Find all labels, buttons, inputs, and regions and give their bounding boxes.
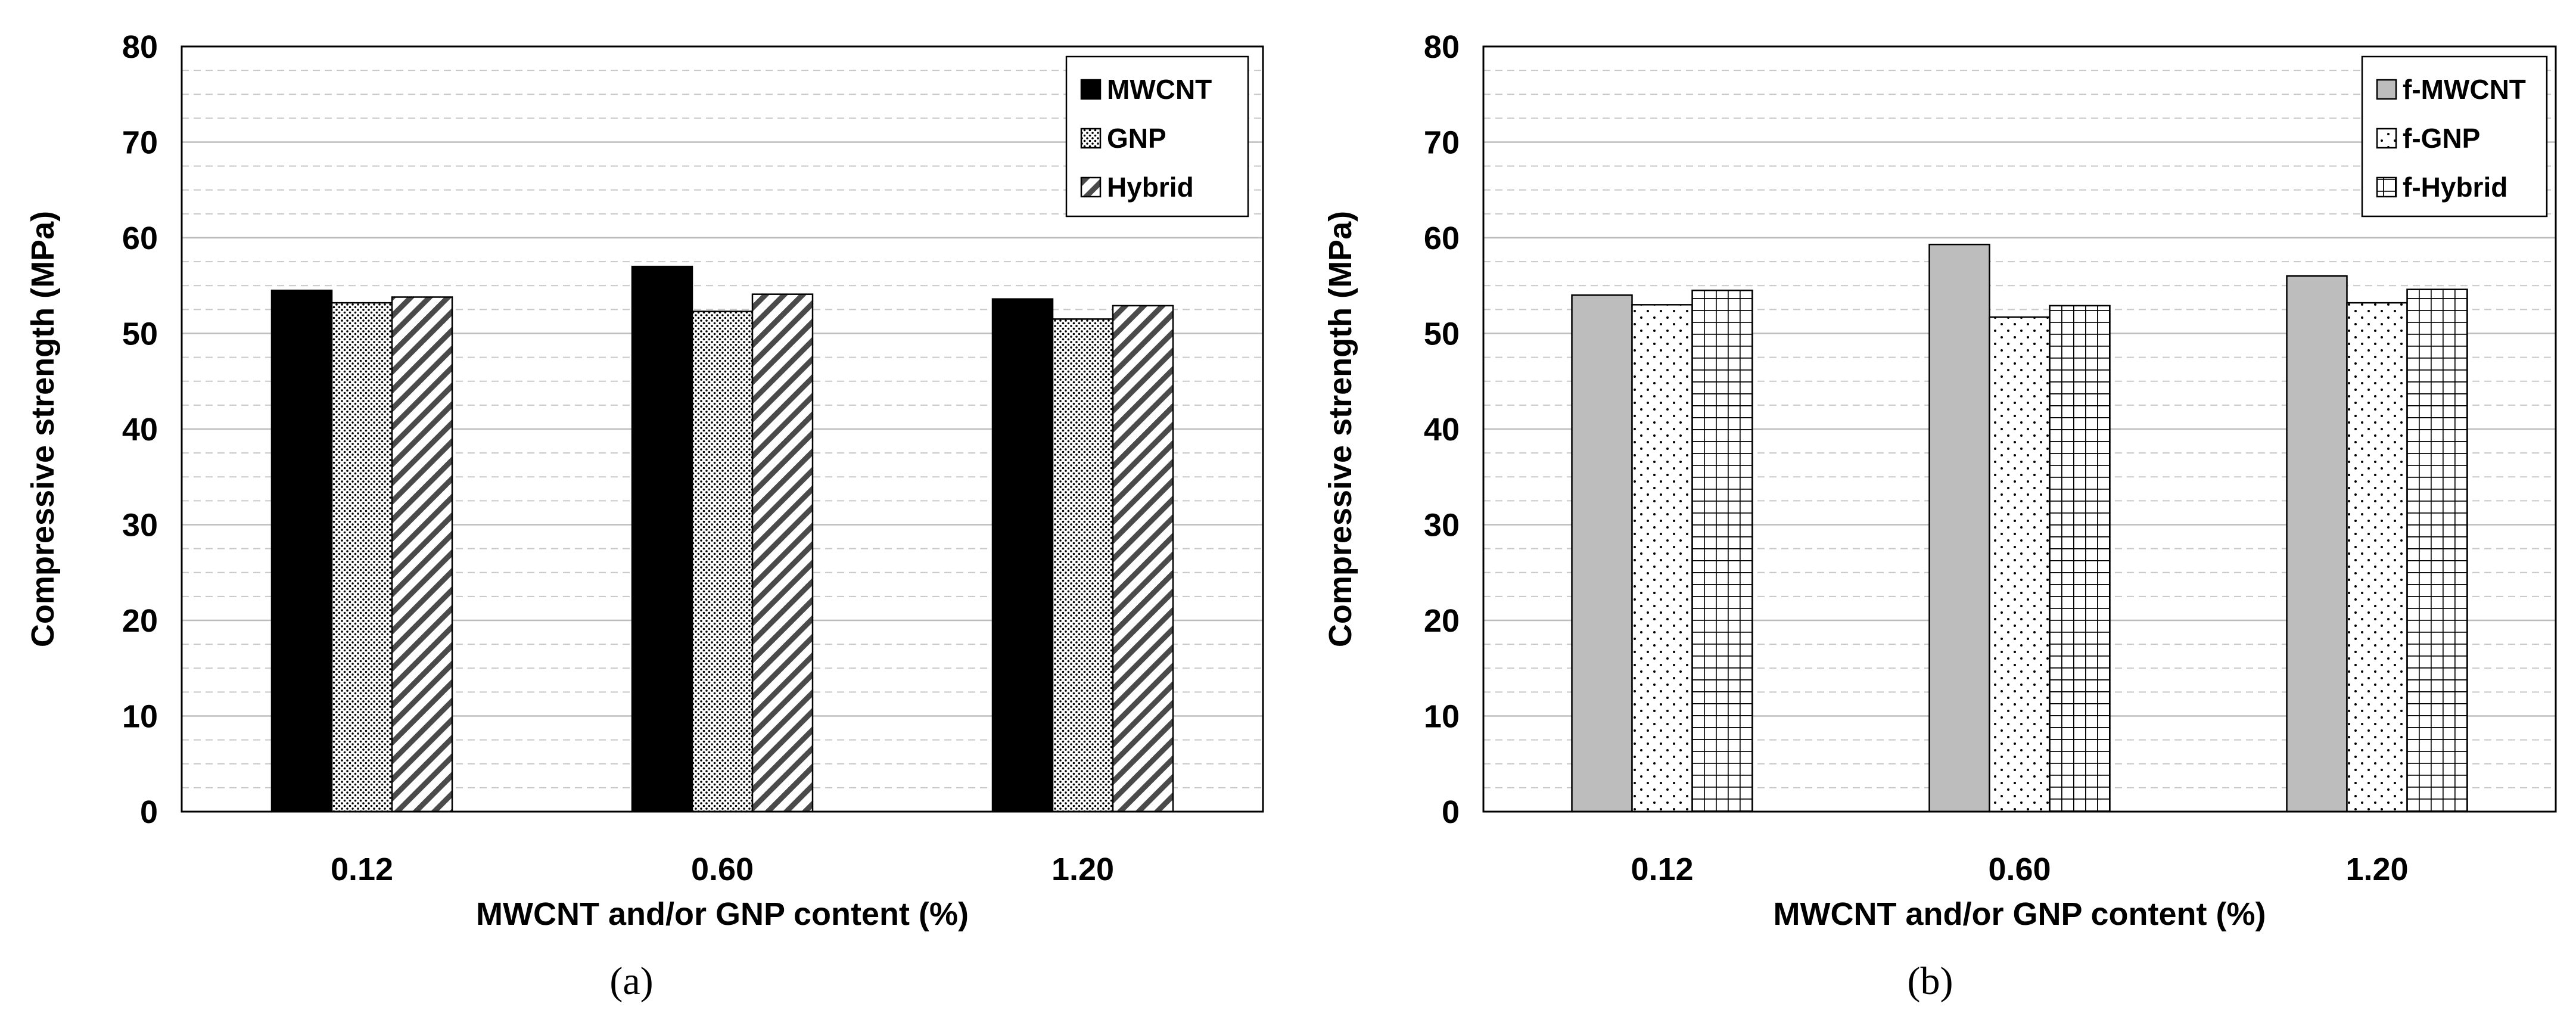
bar-mwcnt-1.20 bbox=[991, 298, 1054, 813]
y-tick-label: 30 bbox=[122, 508, 158, 543]
legend-swatch-f-gnp bbox=[2376, 128, 2397, 149]
y-tick-label: 30 bbox=[1424, 508, 1460, 543]
plot-frame bbox=[181, 45, 1264, 813]
legend: MWCNT GNP Hybrid bbox=[1065, 55, 1249, 218]
bar-f-hybrid-1.20 bbox=[2406, 288, 2468, 813]
y-tick-label: 20 bbox=[122, 603, 158, 639]
bar-gnp-0.60 bbox=[691, 310, 754, 813]
y-tick-label: 0 bbox=[1442, 794, 1460, 830]
panel-caption: (b) bbox=[1908, 959, 1953, 1003]
y-tick-label: 70 bbox=[1424, 125, 1460, 161]
plot-frame bbox=[1482, 45, 2557, 813]
bar-gnp-0.12 bbox=[331, 302, 393, 813]
y-tick-label: 0 bbox=[140, 794, 158, 830]
bar-f-mwcnt-0.60 bbox=[1928, 243, 1990, 813]
y-tick-label: 80 bbox=[122, 29, 158, 65]
y-tick-label: 10 bbox=[1424, 699, 1460, 735]
legend-swatch-mwcnt bbox=[1080, 79, 1102, 100]
bar-f-gnp-1.20 bbox=[2346, 302, 2408, 813]
legend-label: Hybrid bbox=[1107, 172, 1194, 203]
y-tick-label: 60 bbox=[122, 220, 158, 256]
bar-f-hybrid-0.60 bbox=[2049, 305, 2111, 813]
y-tick-label: 80 bbox=[1424, 29, 1460, 65]
x-tick-label: 1.20 bbox=[1051, 852, 1114, 887]
x-tick-label: 0.60 bbox=[1988, 852, 2051, 887]
y-tick-label: 10 bbox=[122, 699, 158, 735]
legend-label: GNP bbox=[1107, 123, 1166, 154]
x-tick-label: 1.20 bbox=[2345, 852, 2408, 887]
bar-hybrid-1.20 bbox=[1112, 305, 1174, 813]
bar-gnp-1.20 bbox=[1051, 318, 1114, 813]
y-axis-title: Compressive strength (MPa) bbox=[25, 211, 61, 647]
legend: f-MWCNT f-GNP f-Hybrid bbox=[2361, 55, 2548, 218]
y-tick-label: 40 bbox=[1424, 412, 1460, 448]
bar-f-gnp-0.12 bbox=[1631, 304, 1693, 813]
legend-swatch-hybrid bbox=[1080, 176, 1102, 198]
x-tick-label: 0.12 bbox=[331, 852, 393, 887]
legend-swatch-f-hybrid bbox=[2376, 176, 2397, 198]
y-tick-label: 20 bbox=[1424, 603, 1460, 639]
legend-label: MWCNT bbox=[1107, 74, 1212, 105]
y-tick-label: 60 bbox=[1424, 220, 1460, 256]
bar-mwcnt-0.60 bbox=[631, 265, 693, 813]
x-axis-title: MWCNT and/or GNP content (%) bbox=[1774, 896, 2266, 932]
y-tick-label: 40 bbox=[122, 412, 158, 448]
chart-panel-a: 0 10 20 30 40 50 60 70 80 0.12 0.60 1.20 MWCNT and/o… bbox=[25, 29, 1264, 1003]
legend-swatch-f-mwcnt bbox=[2376, 79, 2397, 100]
legend-label: f-GNP bbox=[2403, 123, 2480, 154]
x-tick-label: 0.12 bbox=[1631, 852, 1693, 887]
panel-caption: (a) bbox=[609, 959, 653, 1003]
bar-mwcnt-0.12 bbox=[270, 290, 333, 813]
legend-swatch-gnp bbox=[1080, 128, 1102, 149]
bar-hybrid-0.60 bbox=[751, 293, 814, 813]
y-axis-title: Compressive strength (MPa) bbox=[1323, 211, 1358, 647]
y-tick-label: 70 bbox=[122, 125, 158, 161]
y-tick-label: 50 bbox=[122, 316, 158, 352]
legend-label: f-MWCNT bbox=[2403, 74, 2526, 105]
x-tick-label: 0.60 bbox=[691, 852, 754, 887]
bar-f-mwcnt-1.20 bbox=[2286, 275, 2348, 813]
bar-f-mwcnt-0.12 bbox=[1571, 294, 1633, 813]
bar-f-hybrid-0.12 bbox=[1691, 290, 1753, 813]
y-tick-label: 50 bbox=[1424, 316, 1460, 352]
chart-panel-b: 0 10 20 30 40 50 60 70 80 0.12 0.60 1.20 MWCNT and/o… bbox=[1323, 29, 2557, 1003]
bar-hybrid-0.12 bbox=[391, 296, 453, 813]
legend-label: f-Hybrid bbox=[2403, 172, 2507, 203]
x-axis-title: MWCNT and/or GNP content (%) bbox=[476, 896, 969, 932]
bar-f-gnp-0.60 bbox=[1989, 316, 2051, 813]
